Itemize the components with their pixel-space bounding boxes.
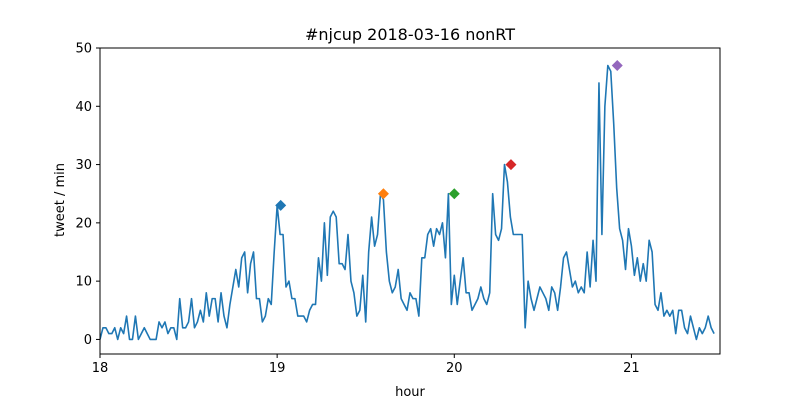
y-tick-label-50: 50: [75, 42, 92, 57]
x-axis-label: hour: [395, 385, 425, 400]
peak-markers: [275, 59, 623, 211]
x-tick-label-21: 21: [623, 361, 640, 376]
peak-marker-1: [377, 188, 389, 200]
peak-marker-2: [448, 188, 460, 200]
y-tick-label-10: 10: [75, 275, 92, 290]
peak-marker-3: [505, 159, 517, 171]
peak-marker-4: [611, 59, 623, 71]
y-axis-label: tweet / min: [53, 163, 68, 237]
chart-title: #njcup 2018-03-16 nonRT: [305, 25, 515, 44]
x-tick-label-18: 18: [92, 361, 109, 376]
y-tick-label-0: 0: [84, 333, 92, 348]
x-tick-label-20: 20: [446, 361, 463, 376]
x-tick-label-19: 19: [269, 361, 286, 376]
y-tick-label-30: 30: [75, 158, 92, 173]
peak-marker-0: [275, 199, 287, 211]
y-tick-label-20: 20: [75, 216, 92, 231]
y-tick-label-40: 40: [75, 100, 92, 115]
series-line-0: [100, 64, 715, 341]
axes: 18 19 20 21 0 10 20 30 40 50: [75, 42, 721, 376]
axes-frame: [99, 47, 721, 355]
plot-area: [100, 64, 715, 341]
